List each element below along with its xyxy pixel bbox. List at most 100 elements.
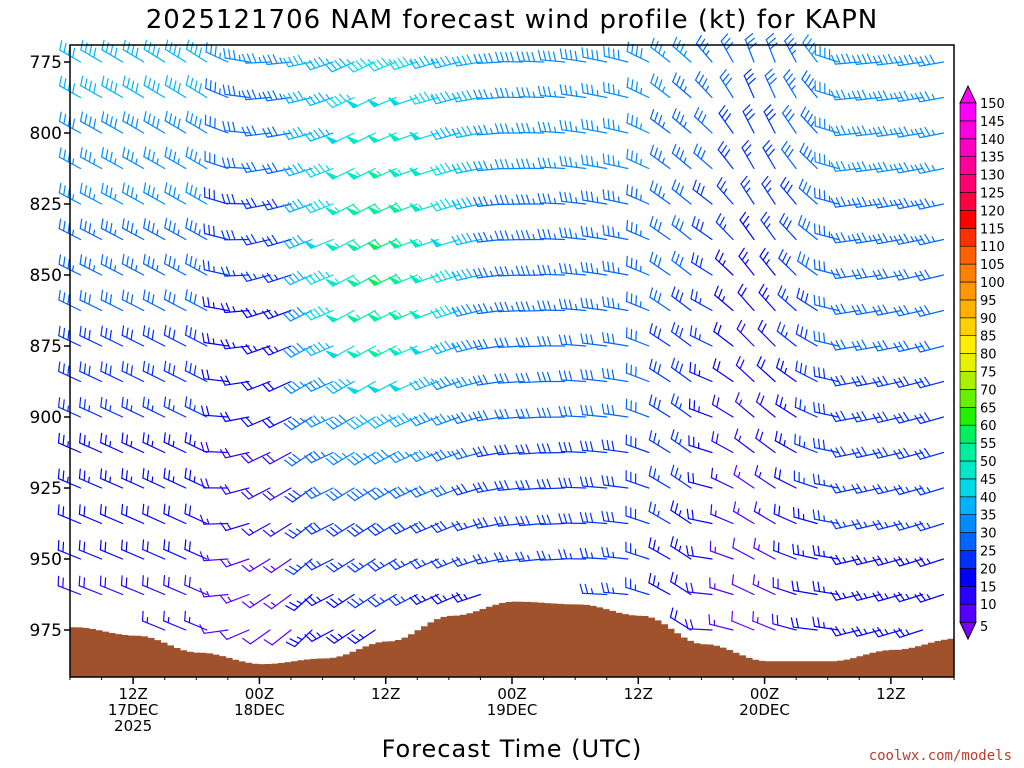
y-tick-label: 850	[30, 266, 62, 286]
wind-barb	[771, 613, 797, 631]
barb-staff	[290, 380, 313, 394]
barb-feather	[590, 405, 594, 417]
barb-half-feather	[884, 521, 889, 528]
barb-feather	[435, 558, 443, 567]
barb-staff	[835, 416, 860, 423]
barb-feather	[313, 272, 321, 281]
barb-feather	[635, 45, 639, 57]
credit-link[interactable]: coolwx.com/models	[869, 748, 1012, 764]
barb-staff	[687, 591, 713, 596]
barb-feather	[882, 197, 889, 207]
x-tick-label: 18DEC	[234, 701, 285, 719]
wind-barb	[812, 473, 839, 489]
barb-half-feather	[249, 600, 255, 606]
barb-feather	[515, 265, 521, 276]
wind-barb	[558, 262, 587, 276]
barb-staff	[375, 593, 397, 608]
barb-feather	[304, 168, 312, 178]
barb-feather	[104, 292, 108, 303]
barb-feather	[805, 257, 810, 268]
barb-half-feather	[325, 271, 330, 278]
barb-staff	[271, 593, 292, 610]
wind-barb	[143, 110, 166, 134]
barb-feather	[919, 592, 927, 602]
wind-barb	[648, 572, 671, 596]
wind-barb	[241, 451, 271, 464]
barb-feather	[99, 504, 102, 515]
barb-feather	[79, 325, 82, 337]
barb-feather	[742, 215, 750, 225]
wind-barb	[304, 270, 334, 285]
barb-pennant	[346, 243, 360, 252]
barb-feather	[109, 116, 113, 127]
barb-feather	[520, 301, 526, 312]
barb-feather	[142, 396, 145, 408]
barb-staff	[561, 57, 587, 63]
barb-half-feather	[355, 171, 361, 177]
barb-staff	[688, 444, 713, 454]
barb-half-feather	[206, 554, 210, 561]
barb-feather	[898, 413, 905, 423]
barb-half-feather	[193, 405, 196, 412]
barb-feather	[840, 196, 847, 207]
barb-feather	[313, 165, 321, 174]
barb-feather	[626, 220, 629, 231]
wind-barb	[625, 434, 650, 454]
wind-barb	[515, 372, 545, 384]
barb-feather	[635, 224, 638, 235]
barb-pennant	[388, 168, 401, 178]
barb-half-feather	[198, 158, 201, 165]
barb-feather	[542, 264, 547, 275]
barb-feather	[63, 149, 67, 161]
barb-half-feather	[705, 50, 710, 56]
wind-barb	[536, 371, 566, 383]
barb-feather	[185, 289, 188, 300]
colorbar-label: 125	[980, 187, 1005, 202]
barb-feather	[83, 327, 87, 339]
barb-feather	[516, 86, 521, 98]
wind-barb	[241, 522, 271, 536]
barb-half-feather	[172, 440, 175, 448]
wind-barb	[367, 380, 397, 394]
barb-feather	[287, 274, 296, 284]
barb-staff	[671, 116, 692, 134]
wind-barb	[184, 360, 208, 383]
barb-staff	[835, 522, 860, 530]
barb-staff	[266, 132, 292, 138]
barb-feather	[903, 447, 910, 457]
barb-feather	[877, 484, 884, 494]
barb-feather	[586, 48, 589, 59]
barb-feather	[130, 187, 134, 198]
barb-feather	[558, 549, 563, 560]
barb-feather	[262, 420, 271, 429]
barb-half-feather	[279, 93, 283, 100]
barb-feather	[745, 73, 754, 81]
barb-feather	[330, 526, 339, 535]
barb-half-feather	[151, 476, 154, 483]
wind-barb	[670, 429, 692, 454]
wind-barb	[430, 269, 460, 283]
barb-half-feather	[889, 164, 894, 171]
wind-barb	[515, 444, 545, 455]
barb-feather	[346, 64, 354, 73]
barb-staff	[898, 274, 924, 281]
barb-staff	[898, 451, 924, 460]
barb-feather	[262, 91, 268, 102]
barb-feather	[893, 450, 900, 460]
barb-feather	[193, 294, 197, 305]
x-axis-label: Forecast Time (UTC)	[382, 735, 643, 763]
wind-barb	[473, 160, 503, 172]
barb-feather	[451, 522, 459, 532]
barb-feather	[872, 91, 879, 102]
wind-barb	[893, 484, 924, 496]
barb-staff	[292, 487, 313, 503]
wind-barb	[285, 593, 313, 612]
barb-feather	[205, 41, 208, 53]
barb-half-feather	[219, 88, 221, 95]
barb-half-feather	[657, 546, 660, 553]
barb-feather	[630, 222, 633, 233]
barb-feather	[630, 150, 634, 162]
barb-feather	[504, 337, 510, 348]
wind-barb	[346, 414, 376, 430]
barb-feather	[304, 133, 312, 142]
